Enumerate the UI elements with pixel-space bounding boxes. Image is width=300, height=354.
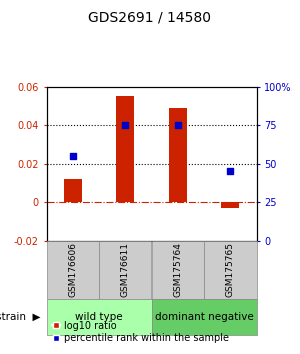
Point [175, 122, 180, 128]
Text: dominant negative: dominant negative [154, 312, 254, 322]
Bar [221, 202, 239, 208]
Bar [116, 96, 134, 202]
Text: GDS2691 / 14580: GDS2691 / 14580 [88, 11, 212, 25]
Text: GSM175764: GSM175764 [173, 242, 182, 297]
Text: GSM176611: GSM176611 [121, 242, 130, 297]
Point [228, 169, 233, 174]
Point [123, 122, 128, 128]
Text: GSM175765: GSM175765 [226, 242, 235, 297]
Text: GSM176606: GSM176606 [68, 242, 77, 297]
Text: strain  ▶: strain ▶ [0, 312, 40, 322]
Legend: log10 ratio, percentile rank within the sample: log10 ratio, percentile rank within the … [48, 317, 233, 347]
Bar [169, 108, 187, 202]
Text: wild type: wild type [75, 312, 123, 322]
Bar [64, 179, 82, 202]
Point [70, 153, 75, 159]
